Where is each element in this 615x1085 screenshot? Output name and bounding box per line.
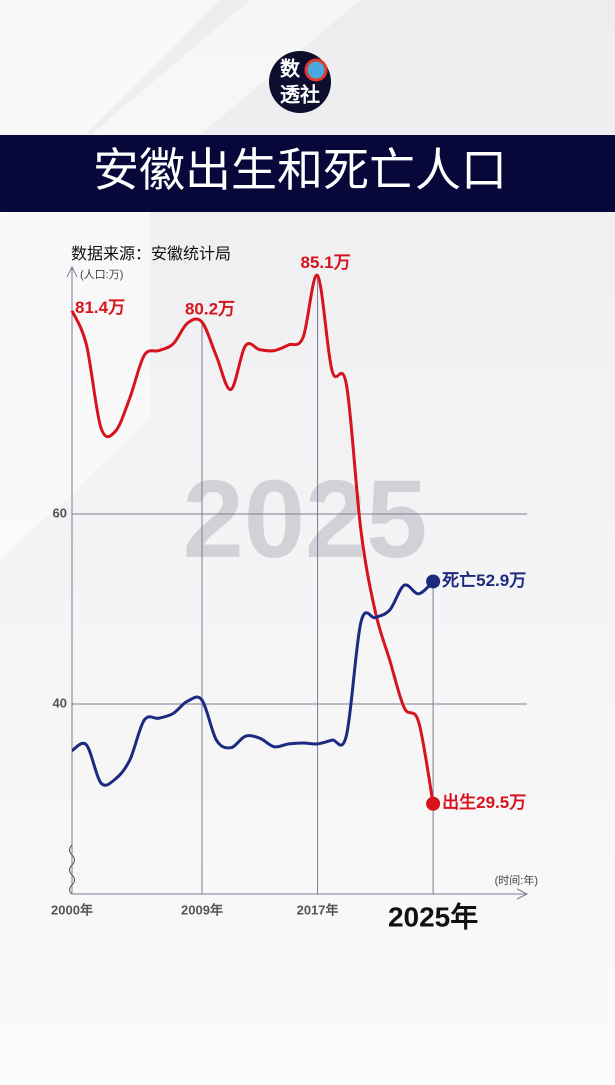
- line: [71, 580, 435, 787]
- value-label: 81.4万: [75, 298, 125, 317]
- x-tick-label: 2000年: [51, 902, 93, 917]
- decor: [0, 212, 150, 560]
- value-label: 出生29.5万: [442, 792, 526, 812]
- logo: 数 透社: [269, 51, 331, 113]
- logo-glass: [304, 58, 328, 82]
- title-band: [0, 135, 615, 212]
- line: [70, 274, 435, 805]
- y-axis-arrow: [66, 265, 78, 278]
- chart-title: 安徽出生和死亡人口: [93, 144, 507, 196]
- logo-text: 透社: [280, 82, 320, 106]
- value-label: 死亡52.9万: [442, 570, 526, 590]
- axis-break: [69, 844, 75, 895]
- x-axis-label: (时间:年): [495, 873, 538, 887]
- logo-text: 数: [280, 56, 301, 80]
- x-tick-label: 2017年: [297, 902, 339, 917]
- value-label: 85.1万: [301, 253, 351, 272]
- axes: [66, 265, 529, 900]
- y-tick-label: 40: [53, 695, 67, 710]
- value-label: 80.2万: [185, 300, 235, 319]
- end-point: [426, 574, 441, 589]
- y-tick-label: 60: [53, 505, 67, 520]
- x-axis-arrow: [516, 888, 529, 900]
- decor: [90, 0, 360, 135]
- y-axis-label: (人口:万): [80, 268, 123, 281]
- watermark: 2025: [183, 458, 428, 581]
- x-tick-label: 2025年: [388, 900, 478, 932]
- end-point: [426, 796, 441, 811]
- x-tick-label: 2009年: [181, 902, 223, 917]
- source: 数据来源：安徽统计局: [71, 245, 231, 263]
